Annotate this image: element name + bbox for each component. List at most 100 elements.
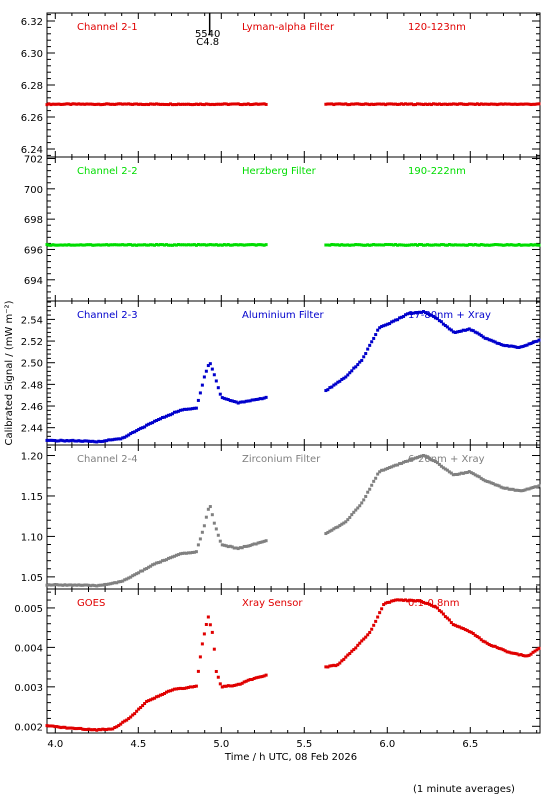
data-point: [147, 103, 151, 107]
data-point: [172, 243, 176, 247]
data-point: [252, 542, 256, 546]
data-point: [198, 102, 202, 106]
data-point: [113, 726, 117, 730]
data-point: [248, 243, 252, 247]
data-point: [180, 102, 184, 106]
data-point: [423, 311, 427, 315]
data-point: [425, 102, 429, 106]
data-point: [390, 102, 394, 106]
x-tick-label: 6.5: [462, 739, 478, 750]
data-point: [91, 243, 95, 247]
data-point: [165, 102, 169, 106]
data-point: [83, 727, 87, 731]
data-point: [429, 243, 433, 247]
data-point: [517, 242, 521, 246]
panel-filter-label: Lyman-alpha Filter: [242, 22, 335, 33]
series-points: [45, 453, 541, 588]
data-point: [174, 243, 178, 247]
data-point: [433, 605, 437, 609]
data-point: [252, 243, 256, 247]
data-point: [196, 242, 200, 246]
data-point: [202, 632, 206, 636]
data-point: [473, 243, 477, 247]
data-point: [406, 312, 410, 316]
data-point: [57, 725, 61, 729]
data-point: [121, 243, 125, 247]
data-point: [340, 659, 344, 663]
data-point: [421, 453, 425, 457]
data-point: [202, 243, 206, 247]
data-point: [493, 340, 497, 344]
data-point: [427, 602, 431, 606]
data-point: [388, 322, 392, 326]
data-point: [505, 486, 509, 490]
y-tick-label: 0.003: [14, 683, 43, 694]
data-point: [115, 243, 119, 247]
data-point: [145, 699, 149, 703]
x-tick-label: 6.0: [379, 739, 395, 750]
data-point: [441, 322, 445, 326]
data-point: [354, 508, 358, 512]
y-tick-label: 6.30: [21, 49, 43, 60]
data-point: [415, 243, 419, 247]
data-point: [264, 243, 268, 247]
data-point: [71, 583, 75, 587]
data-point: [242, 400, 246, 404]
data-point: [362, 102, 366, 106]
data-point: [356, 243, 360, 247]
data-point: [105, 582, 109, 586]
data-point: [119, 722, 123, 726]
data-point: [342, 657, 346, 661]
data-point: [85, 102, 89, 106]
data-point: [408, 102, 412, 106]
data-point: [489, 644, 493, 648]
data-point: [208, 103, 212, 107]
data-point: [192, 243, 196, 247]
data-point: [439, 102, 443, 106]
data-point: [461, 243, 465, 247]
data-point: [57, 583, 61, 587]
data-point: [398, 243, 402, 247]
data-point: [67, 243, 71, 247]
data-point: [417, 455, 421, 459]
data-point: [97, 243, 101, 247]
data-point: [178, 102, 182, 106]
data-point: [69, 243, 73, 247]
data-point: [507, 487, 511, 491]
data-point: [378, 243, 382, 247]
data-point: [145, 243, 149, 247]
data-point: [192, 550, 196, 554]
data-point: [226, 684, 230, 688]
data-point: [443, 324, 447, 328]
data-point: [174, 103, 178, 107]
data-point: [117, 723, 121, 727]
data-point: [503, 243, 507, 247]
data-point: [334, 382, 338, 386]
data-point: [113, 581, 117, 585]
data-point: [161, 416, 165, 420]
data-point: [230, 102, 234, 106]
data-point: [153, 243, 157, 247]
panel-frame: [46, 12, 541, 158]
data-point: [242, 102, 246, 106]
data-point: [59, 583, 63, 587]
data-point: [145, 423, 149, 427]
data-point: [53, 243, 57, 247]
data-point: [194, 102, 198, 106]
data-point: [59, 726, 63, 730]
data-point: [188, 243, 192, 247]
data-point: [362, 355, 366, 359]
data-point: [174, 410, 178, 414]
data-point: [429, 458, 433, 462]
panel-5: 0.002 0.003 0.004 0.005 GOES Xray Sensor 0.1-0…: [14, 588, 541, 750]
data-point: [485, 337, 489, 341]
data-point: [487, 102, 491, 106]
data-point: [170, 412, 174, 416]
data-point: [127, 717, 131, 721]
data-point: [477, 332, 481, 336]
data-point: [354, 646, 358, 650]
data-point: [515, 102, 519, 106]
data-point: [521, 489, 525, 493]
data-point: [533, 243, 537, 247]
data-point: [109, 438, 113, 442]
